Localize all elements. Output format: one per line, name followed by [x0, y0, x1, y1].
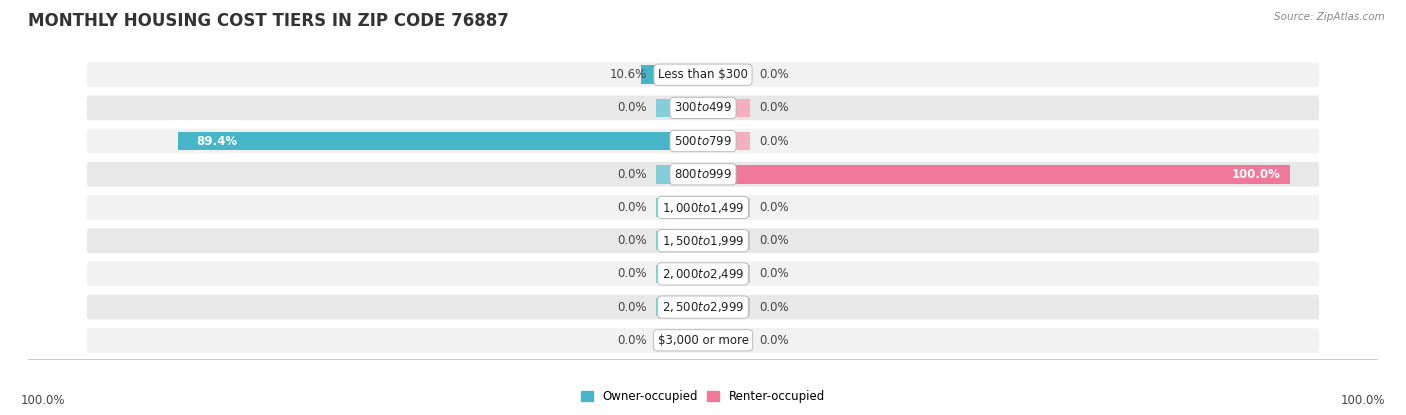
Bar — [703, 265, 749, 283]
Text: Source: ZipAtlas.com: Source: ZipAtlas.com — [1274, 12, 1385, 22]
Bar — [703, 165, 1289, 183]
FancyBboxPatch shape — [87, 95, 1319, 120]
Bar — [703, 132, 749, 150]
FancyBboxPatch shape — [87, 295, 1319, 320]
FancyBboxPatch shape — [87, 228, 1319, 253]
Bar — [703, 331, 749, 349]
Bar — [657, 132, 703, 150]
Text: $1,500 to $1,999: $1,500 to $1,999 — [662, 234, 744, 248]
Bar — [657, 298, 703, 316]
Text: 0.0%: 0.0% — [617, 300, 647, 314]
Text: 0.0%: 0.0% — [617, 234, 647, 247]
Bar — [657, 99, 703, 117]
Legend: Owner-occupied, Renter-occupied: Owner-occupied, Renter-occupied — [581, 391, 825, 403]
Bar — [657, 165, 703, 183]
Bar — [703, 198, 749, 217]
Text: $800 to $999: $800 to $999 — [673, 168, 733, 181]
Text: 0.0%: 0.0% — [759, 234, 789, 247]
Bar — [657, 198, 703, 217]
Text: 0.0%: 0.0% — [759, 68, 789, 81]
Bar — [703, 99, 749, 117]
Text: $2,000 to $2,499: $2,000 to $2,499 — [662, 267, 744, 281]
Bar — [641, 66, 703, 84]
FancyBboxPatch shape — [87, 328, 1319, 353]
FancyBboxPatch shape — [87, 261, 1319, 286]
Text: 0.0%: 0.0% — [759, 201, 789, 214]
Bar — [703, 165, 749, 183]
Bar — [657, 331, 703, 349]
Text: 0.0%: 0.0% — [759, 334, 789, 347]
Bar — [703, 232, 749, 250]
Text: $300 to $499: $300 to $499 — [673, 101, 733, 115]
Text: 100.0%: 100.0% — [1232, 168, 1281, 181]
Text: MONTHLY HOUSING COST TIERS IN ZIP CODE 76887: MONTHLY HOUSING COST TIERS IN ZIP CODE 7… — [28, 12, 509, 30]
Text: 10.6%: 10.6% — [610, 68, 647, 81]
FancyBboxPatch shape — [87, 162, 1319, 187]
Text: 0.0%: 0.0% — [617, 334, 647, 347]
Text: 89.4%: 89.4% — [195, 134, 238, 148]
Text: $500 to $799: $500 to $799 — [673, 134, 733, 148]
Bar — [703, 66, 749, 84]
Text: $2,500 to $2,999: $2,500 to $2,999 — [662, 300, 744, 314]
Text: 0.0%: 0.0% — [759, 134, 789, 148]
Text: 0.0%: 0.0% — [617, 101, 647, 115]
Text: 100.0%: 100.0% — [1340, 394, 1385, 407]
Text: 0.0%: 0.0% — [617, 267, 647, 281]
Text: Less than $300: Less than $300 — [658, 68, 748, 81]
Text: 0.0%: 0.0% — [617, 168, 647, 181]
Text: 0.0%: 0.0% — [759, 300, 789, 314]
Text: 0.0%: 0.0% — [617, 201, 647, 214]
Text: $3,000 or more: $3,000 or more — [658, 334, 748, 347]
FancyBboxPatch shape — [87, 129, 1319, 154]
Text: $1,000 to $1,499: $1,000 to $1,499 — [662, 200, 744, 215]
Text: 0.0%: 0.0% — [759, 101, 789, 115]
Text: 0.0%: 0.0% — [759, 267, 789, 281]
Bar — [703, 298, 749, 316]
Bar — [179, 132, 703, 150]
Bar — [657, 66, 703, 84]
Bar — [657, 232, 703, 250]
FancyBboxPatch shape — [87, 62, 1319, 87]
FancyBboxPatch shape — [87, 195, 1319, 220]
Bar — [657, 265, 703, 283]
Text: 100.0%: 100.0% — [21, 394, 66, 407]
